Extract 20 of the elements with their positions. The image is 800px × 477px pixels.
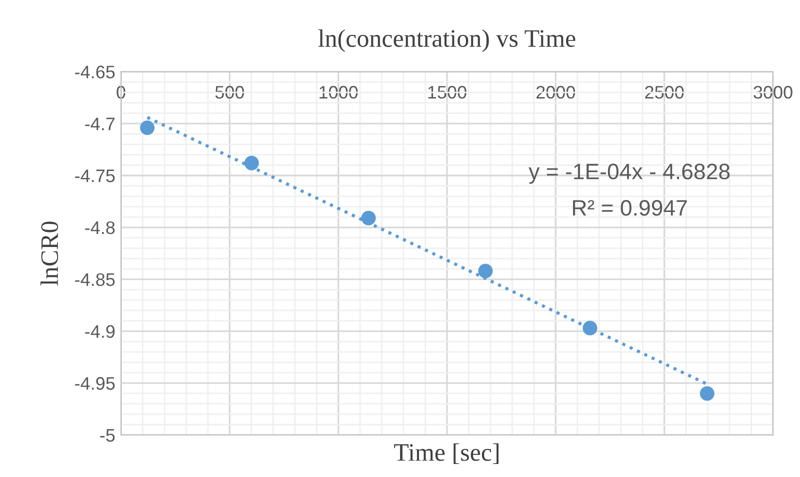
x-axis-title: Time [sec] xyxy=(394,443,498,464)
y-tick-label: -4.8 xyxy=(85,221,115,234)
point xyxy=(361,210,376,226)
y-tick-label: -4.75 xyxy=(75,170,115,182)
y-tick-label: -4.85 xyxy=(75,273,115,286)
chart-title: ln(concentration) vs Time xyxy=(318,29,576,52)
y-axis-title: lnCR0 xyxy=(40,222,58,286)
point xyxy=(140,120,155,136)
point xyxy=(582,320,598,336)
point xyxy=(244,156,259,170)
annotation: R² = 0.9947 xyxy=(573,200,687,216)
y-tick-label: -4.9 xyxy=(85,325,115,338)
point xyxy=(478,264,493,278)
y-tick-label: -4.95 xyxy=(75,377,115,390)
annotation: y = -1E-04x - 4.6828 xyxy=(528,164,730,184)
y-tick-label: -4.65 xyxy=(75,66,115,78)
point xyxy=(700,386,714,401)
x-tick-label: 3000 xyxy=(754,86,792,99)
y-tick-label: -5 xyxy=(100,429,115,442)
y-tick-label: -4.7 xyxy=(85,118,115,130)
